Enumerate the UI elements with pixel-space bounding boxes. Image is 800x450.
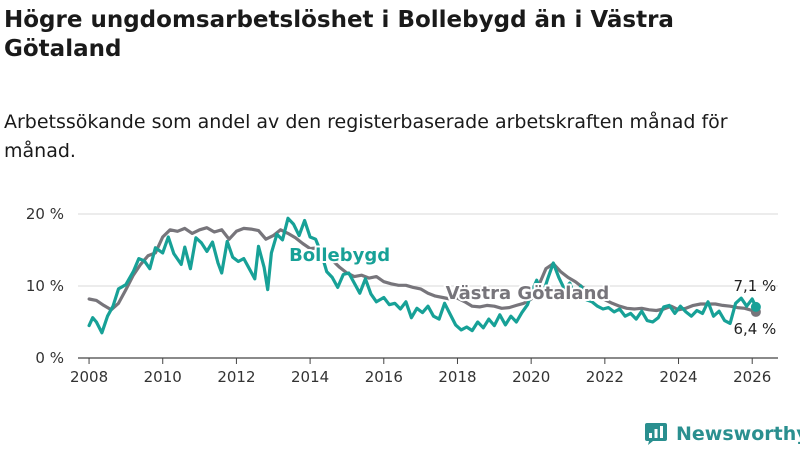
y-tick-label: 20 % <box>26 205 64 223</box>
x-tick-label: 2016 <box>365 368 403 386</box>
x-tick-label: 2026 <box>733 368 771 386</box>
line-chart: 0 % 10 % 20 % 2008 2010 2012 2014 2016 2018 2020 2… <box>26 205 778 386</box>
x-tick-label: 2024 <box>659 368 697 386</box>
x-tick-label: 2008 <box>70 368 108 386</box>
end-value-label: 6,4 % <box>733 320 776 338</box>
brand-name: Newsworthy <box>676 423 800 445</box>
newsworthy-logo-icon <box>645 423 667 445</box>
x-tick-label: 2012 <box>217 368 255 386</box>
chart-subtitle: Arbetssökande som andel av den registerb… <box>4 111 728 162</box>
x-tick-label: 2022 <box>586 368 624 386</box>
x-tick-label: 2010 <box>144 368 182 386</box>
chart-title: Högre ungdomsarbetslöshet i Bollebygd än… <box>4 7 674 62</box>
series-label: Västra Götaland <box>446 283 610 304</box>
x-tick-label: 2014 <box>291 368 329 386</box>
end-point-marker <box>750 301 761 312</box>
series-line-bollebygd <box>87 216 758 335</box>
series-label: Bollebygd <box>289 245 390 266</box>
brand-logo: Newsworthy <box>644 420 800 448</box>
series-line-vastra-gotaland <box>87 226 758 314</box>
y-tick-label: 10 % <box>26 277 64 295</box>
y-tick-label: 0 % <box>35 349 64 367</box>
end-value-label: 7,1 % <box>733 277 776 295</box>
x-tick-label: 2018 <box>438 368 476 386</box>
x-tick-label: 2020 <box>512 368 550 386</box>
